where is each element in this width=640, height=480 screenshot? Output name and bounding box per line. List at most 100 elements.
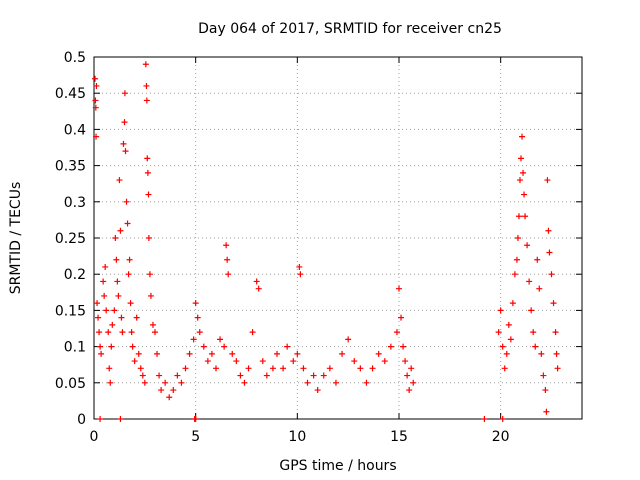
y-tick-label: 0 bbox=[77, 412, 86, 428]
data-point bbox=[170, 387, 177, 394]
data-point bbox=[381, 358, 388, 365]
data-point bbox=[98, 350, 105, 357]
data-point bbox=[522, 213, 529, 220]
data-point bbox=[158, 387, 165, 394]
x-tick-label: 15 bbox=[390, 429, 408, 445]
data-point bbox=[120, 140, 127, 147]
data-point bbox=[121, 119, 128, 126]
data-point bbox=[142, 61, 149, 68]
chart-title: Day 064 of 2017, SRMTID for receiver cn2… bbox=[198, 21, 502, 37]
data-point bbox=[131, 358, 138, 365]
data-point bbox=[103, 307, 110, 314]
data-point bbox=[497, 307, 504, 314]
data-point bbox=[124, 220, 131, 227]
data-point bbox=[520, 169, 527, 176]
data-point bbox=[154, 350, 161, 357]
x-tick-label: 10 bbox=[288, 429, 306, 445]
data-point bbox=[101, 292, 108, 299]
data-points bbox=[92, 61, 561, 422]
data-point bbox=[516, 177, 523, 184]
data-point bbox=[145, 191, 152, 198]
data-point bbox=[241, 379, 248, 386]
data-point bbox=[208, 350, 215, 357]
data-point bbox=[200, 343, 207, 350]
data-point bbox=[263, 372, 270, 379]
data-point bbox=[121, 90, 128, 97]
data-point bbox=[249, 329, 256, 336]
data-point bbox=[393, 329, 400, 336]
data-point bbox=[515, 213, 522, 220]
data-point bbox=[92, 75, 99, 82]
data-point bbox=[102, 263, 109, 270]
data-point bbox=[237, 372, 244, 379]
data-point bbox=[118, 314, 125, 321]
data-point bbox=[194, 314, 201, 321]
data-point bbox=[536, 285, 543, 292]
data-point bbox=[123, 198, 130, 205]
data-point bbox=[396, 285, 402, 292]
data-point bbox=[229, 350, 236, 357]
data-point bbox=[550, 300, 557, 307]
data-point bbox=[345, 336, 352, 343]
data-point bbox=[217, 336, 224, 343]
data-point bbox=[97, 343, 104, 350]
data-point bbox=[135, 350, 142, 357]
data-point bbox=[408, 365, 415, 372]
data-point bbox=[280, 365, 287, 372]
data-point bbox=[141, 379, 148, 386]
data-point bbox=[147, 292, 154, 299]
data-point bbox=[109, 321, 116, 328]
data-point bbox=[294, 350, 301, 357]
data-point bbox=[284, 343, 291, 350]
y-tick-label: 0.1 bbox=[64, 340, 86, 356]
data-point bbox=[221, 343, 228, 350]
data-point bbox=[503, 350, 510, 357]
data-point bbox=[400, 343, 407, 350]
data-point bbox=[190, 336, 197, 343]
data-point bbox=[375, 350, 382, 357]
data-point bbox=[314, 387, 321, 394]
data-point bbox=[108, 343, 115, 350]
data-point bbox=[501, 365, 508, 372]
data-point bbox=[511, 271, 518, 278]
data-point bbox=[139, 372, 146, 379]
data-point bbox=[406, 387, 413, 394]
data-point bbox=[310, 372, 317, 379]
y-tick-label: 0.2 bbox=[64, 267, 86, 283]
data-point bbox=[117, 227, 124, 234]
data-point bbox=[233, 358, 240, 365]
data-point bbox=[398, 314, 405, 321]
data-point bbox=[143, 82, 150, 89]
data-point bbox=[126, 256, 133, 263]
y-tick-label: 0.3 bbox=[64, 195, 86, 211]
data-point bbox=[95, 314, 102, 321]
data-point bbox=[112, 235, 119, 241]
data-point bbox=[387, 343, 394, 350]
data-point bbox=[174, 372, 181, 379]
data-point bbox=[526, 278, 533, 285]
data-point bbox=[548, 271, 555, 278]
chart-grid bbox=[94, 57, 582, 419]
data-point bbox=[540, 372, 547, 379]
data-point bbox=[521, 191, 528, 198]
y-axis-label: SRMTID / TECUs bbox=[8, 182, 24, 295]
data-point bbox=[106, 365, 113, 372]
data-point bbox=[137, 365, 144, 372]
data-point bbox=[304, 379, 311, 386]
y-tick-label: 0.4 bbox=[64, 122, 86, 138]
data-point bbox=[530, 329, 537, 336]
data-point bbox=[144, 169, 151, 176]
data-point bbox=[410, 379, 417, 386]
data-point bbox=[495, 329, 502, 336]
data-point bbox=[332, 379, 339, 386]
data-point bbox=[186, 350, 193, 357]
data-point bbox=[192, 416, 199, 422]
data-point bbox=[253, 278, 260, 285]
data-point bbox=[97, 416, 104, 422]
data-point bbox=[296, 263, 303, 270]
data-point bbox=[404, 372, 411, 379]
data-point bbox=[162, 379, 169, 386]
x-tick-label: 5 bbox=[191, 429, 200, 445]
data-point bbox=[225, 271, 232, 278]
data-point bbox=[481, 416, 488, 422]
